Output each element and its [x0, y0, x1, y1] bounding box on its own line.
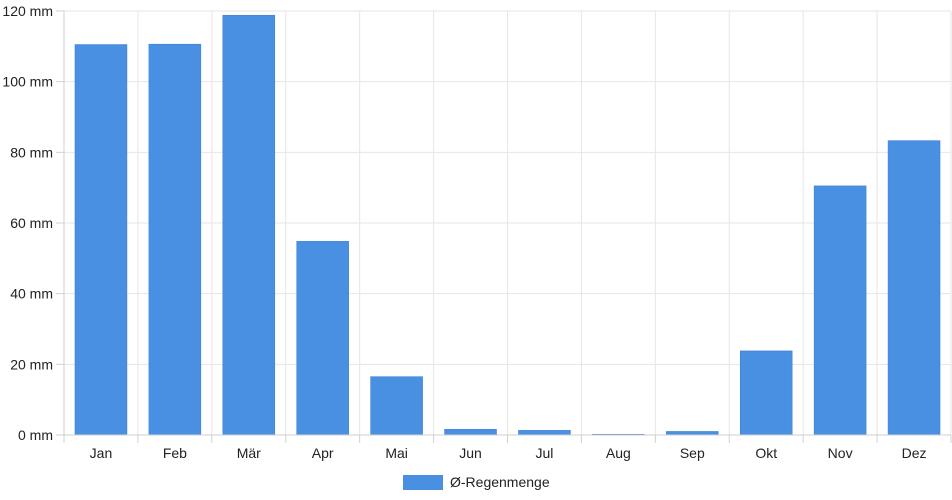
bars	[74, 14, 941, 436]
bar-jul[interactable]	[518, 430, 571, 436]
legend-label: Ø-Regenmenge	[450, 474, 550, 490]
bar-sep[interactable]	[666, 431, 719, 436]
bar-mai[interactable]	[370, 376, 423, 436]
x-tick-label: Aug	[606, 445, 631, 461]
bar-feb[interactable]	[148, 43, 202, 436]
bar-nov[interactable]	[813, 185, 867, 436]
y-tick-label: 20 mm	[10, 356, 53, 372]
x-tick-label: Jul	[536, 445, 554, 461]
x-tick-label: Mär	[237, 445, 261, 461]
x-tick-label: Jan	[90, 445, 113, 461]
x-tick-label: Dez	[902, 445, 927, 461]
x-tick-label: Okt	[755, 445, 777, 461]
bar-okt[interactable]	[739, 350, 793, 436]
y-tick-label: 40 mm	[10, 286, 53, 302]
axes	[56, 10, 952, 443]
y-tick-label: 0 mm	[18, 427, 53, 443]
y-tick-label: 120 mm	[2, 3, 53, 19]
grid	[64, 10, 952, 436]
x-axis-labels: Jan Feb Mär Apr Mai Jun Jul Aug Sep Okt Nov Dez	[90, 445, 927, 461]
y-tick-label: 60 mm	[10, 215, 53, 231]
bar-dez[interactable]	[887, 140, 941, 436]
y-tick-label: 80 mm	[10, 144, 53, 160]
x-tick-label: Sep	[680, 445, 705, 461]
x-tick-label: Jun	[459, 445, 482, 461]
x-tick-label: Apr	[312, 445, 334, 461]
y-axis-labels: 0 mm 20 mm 40 mm 60 mm 80 mm 100 mm 120 mm	[2, 3, 53, 443]
x-tick-label: Nov	[828, 445, 853, 461]
bar-mär[interactable]	[222, 14, 276, 436]
x-tick-label: Feb	[163, 445, 187, 461]
legend-swatch	[403, 475, 443, 490]
x-tick-label: Mai	[385, 445, 408, 461]
bar-jan[interactable]	[74, 44, 128, 436]
y-tick-label: 100 mm	[2, 74, 53, 90]
bar-jun[interactable]	[444, 429, 497, 436]
bar-apr[interactable]	[296, 241, 349, 436]
legend[interactable]: Ø-Regenmenge	[403, 474, 550, 490]
